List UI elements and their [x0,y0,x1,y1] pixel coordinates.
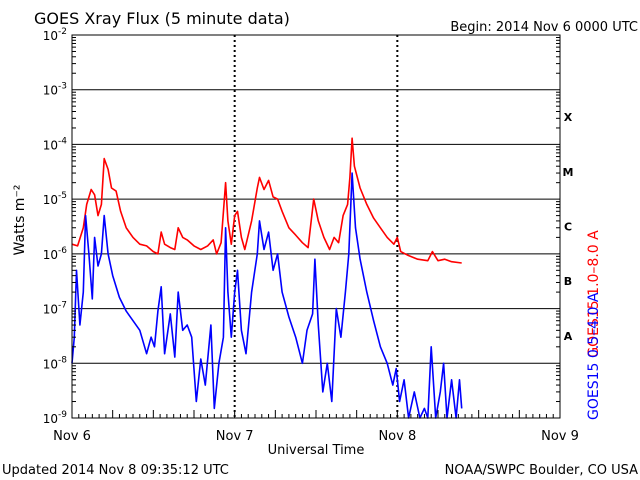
series-short-line [71,172,463,419]
y-axis-label: Watts m⁻² [12,185,28,256]
flare-class-B: B [564,275,572,288]
series-layer [71,137,463,419]
y-tick-label: 10-2 [43,27,67,43]
y-tick-label: 10-8 [43,355,68,371]
y-tick-label: 10-9 [43,410,68,426]
series-long-line [71,137,462,264]
axis-ticks [72,37,560,418]
updated-timestamp: Updated 2014 Nov 8 09:35:12 UTC [2,463,229,478]
chart-title: GOES Xray Flux (5 minute data) [34,9,290,28]
flare-class-labels: A B C M X [563,111,574,343]
flare-class-A: A [564,330,573,343]
y-tick-label: 10-6 [43,246,68,262]
y-tick-label: 10-4 [43,136,68,152]
credit-label: NOAA/SWPC Boulder, CO USA [445,463,638,478]
grid-lines [72,35,560,418]
flare-class-C: C [564,221,572,234]
x-tick-label: Nov 9 [541,429,579,444]
y-tick-label: 10-3 [43,82,67,98]
y-tick-label: 10-7 [43,301,67,317]
x-axis-title: Universal Time [268,443,365,458]
legend-long: GOES15 1.0–8.0 A [586,230,602,358]
y-tick-labels: 10-9 10-8 10-7 10-6 10-5 10-4 10-3 10-2 [43,27,68,426]
legend-short: GOES15 0.5–4.0 A [586,292,602,420]
begin-time-label: Begin: 2014 Nov 6 0000 UTC [450,20,638,35]
x-tick-label: Nov 6 [53,429,91,444]
y-axis-title: Watts m⁻² [12,185,28,256]
x-tick-label: Nov 7 [216,429,254,444]
flare-class-X: X [564,111,573,124]
y-tick-label: 10-5 [43,191,67,207]
x-tick-labels: Nov 6 Nov 7 Nov 8 Nov 9 [53,429,579,444]
plot-frame [71,34,561,419]
legend-short-channel: GOES15 0.5–4.0 A [586,292,602,420]
x-tick-label: Nov 8 [378,429,416,444]
legend-long-channel: GOES15 1.0–8.0 A [586,230,602,358]
flare-class-M: M [563,166,574,179]
